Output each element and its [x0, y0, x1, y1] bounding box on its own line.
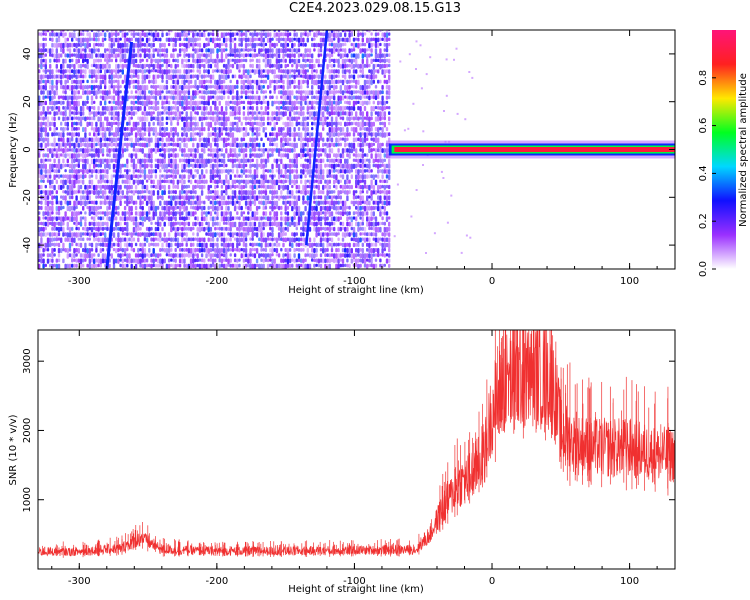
y-tick-label: -40: [22, 237, 33, 253]
drifting-signal-line: [105, 41, 134, 269]
y-tick-label: 1000: [22, 487, 33, 512]
tone-line: [394, 147, 675, 152]
x-tick-label: -300: [68, 576, 91, 587]
x-tick-label: 100: [620, 576, 639, 587]
colorbar-tick-label: 0.4: [698, 165, 709, 181]
x-tick-label: -100: [343, 576, 366, 587]
y-tick-label: -20: [22, 189, 33, 205]
spectrogram-heatmap: [38, 30, 675, 269]
x-tick-label: 100: [620, 276, 639, 287]
y-tick-label: 2000: [22, 418, 33, 443]
top-x-axis-label: Height of straight line (km): [288, 285, 424, 296]
colorbar-label: Normalized spectral amplitude: [738, 73, 749, 227]
x-tick-label: -100: [343, 276, 366, 287]
y-tick-label: 0: [22, 146, 33, 152]
y-tick-label: 20: [22, 95, 33, 108]
bottom-y-axis-label: SNR (10 * v/v): [8, 414, 19, 485]
drifting-signal-line: [305, 30, 329, 246]
chart-title: C2E4.2023.029.08.15.G13: [288, 1, 462, 16]
bottom-axes: -300 -200 -100 0 100 1000 2000 3000: [22, 330, 675, 587]
y-tick-label: 40: [22, 48, 33, 61]
y-tick-label: 3000: [22, 348, 33, 373]
top-y-axis-label: Frequency (Hz): [8, 112, 19, 188]
colorbar-tick-label: 0.2: [698, 213, 709, 229]
bottom-x-axis-label: Height of straight line (km): [288, 584, 424, 595]
x-tick-label: -300: [68, 276, 91, 287]
colorbar: [712, 30, 736, 269]
x-tick-label: -200: [206, 276, 229, 287]
snr-line-plot: [38, 330, 675, 558]
x-tick-label: 0: [489, 576, 495, 587]
colorbar-tick-label: 0.6: [698, 118, 709, 134]
x-tick-label: 0: [489, 276, 495, 287]
colorbar-tick-label: 0.8: [698, 70, 709, 86]
colorbar-tick-label: 0.0: [698, 261, 709, 277]
x-tick-label: -200: [206, 576, 229, 587]
bottom-plot-frame: [37, 329, 676, 570]
colorbar-axis: 0.0 0.2 0.4 0.6 0.8: [698, 70, 716, 277]
snr-series-line: [38, 330, 675, 557]
